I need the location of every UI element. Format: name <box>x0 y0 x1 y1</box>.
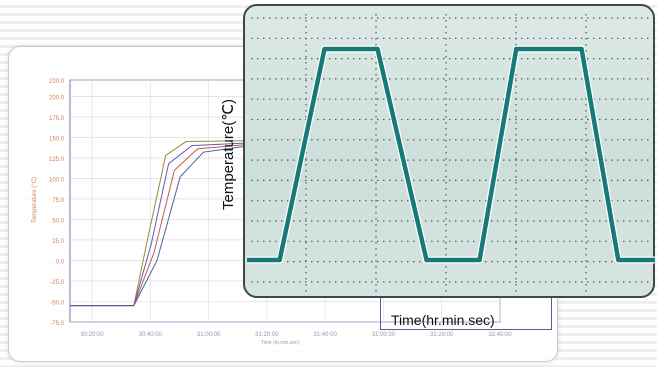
back-x-tick-label: 30:20:00 <box>80 332 104 338</box>
back-x-tick-label: 31:00:00 <box>197 332 221 338</box>
front-x-axis-label: Time(hr.min.sec) <box>391 312 495 328</box>
back-y-tick-label: 125.0 <box>49 157 65 163</box>
back-y-tick-label: 0.0 <box>56 259 65 265</box>
back-y-tick-label: 25.0 <box>52 239 64 245</box>
front-y-axis-label: Temperature(℃) <box>220 98 237 210</box>
back-y-tick-label: 220.0 <box>49 79 65 85</box>
back-y-tick-label: 100.0 <box>49 177 65 183</box>
back-y-tick-label: 150.0 <box>49 136 65 142</box>
back-y-tick-label: -75.0 <box>50 321 64 327</box>
xlabel-frame <box>380 298 552 330</box>
back-x-tick-label: 31:20:00 <box>255 332 279 338</box>
back-y-tick-label: -25.0 <box>50 280 64 286</box>
back-y-tick-label: 50.0 <box>52 218 64 224</box>
back-x-tick-label: 31:00:30 <box>372 332 396 338</box>
back-y-axis-label: Temperature (°C) <box>32 177 38 223</box>
back-x-tick-label: 31:40:00 <box>313 332 337 338</box>
back-y-tick-label: 175.0 <box>49 116 65 122</box>
back-x-tick-label: 32:40:00 <box>488 332 512 338</box>
back-x-tick-label: 32:20:00 <box>430 332 454 338</box>
back-y-tick-label: -50.0 <box>50 300 64 306</box>
back-y-tick-label: 75.0 <box>52 198 64 204</box>
back-y-tick-label: 200.0 <box>49 95 65 101</box>
front-series-line <box>247 46 655 263</box>
back-x-axis-label: Time (hr.min.sec) <box>261 340 300 346</box>
front-series-halo <box>247 45 655 264</box>
back-x-tick-label: 30:40:00 <box>139 332 163 338</box>
